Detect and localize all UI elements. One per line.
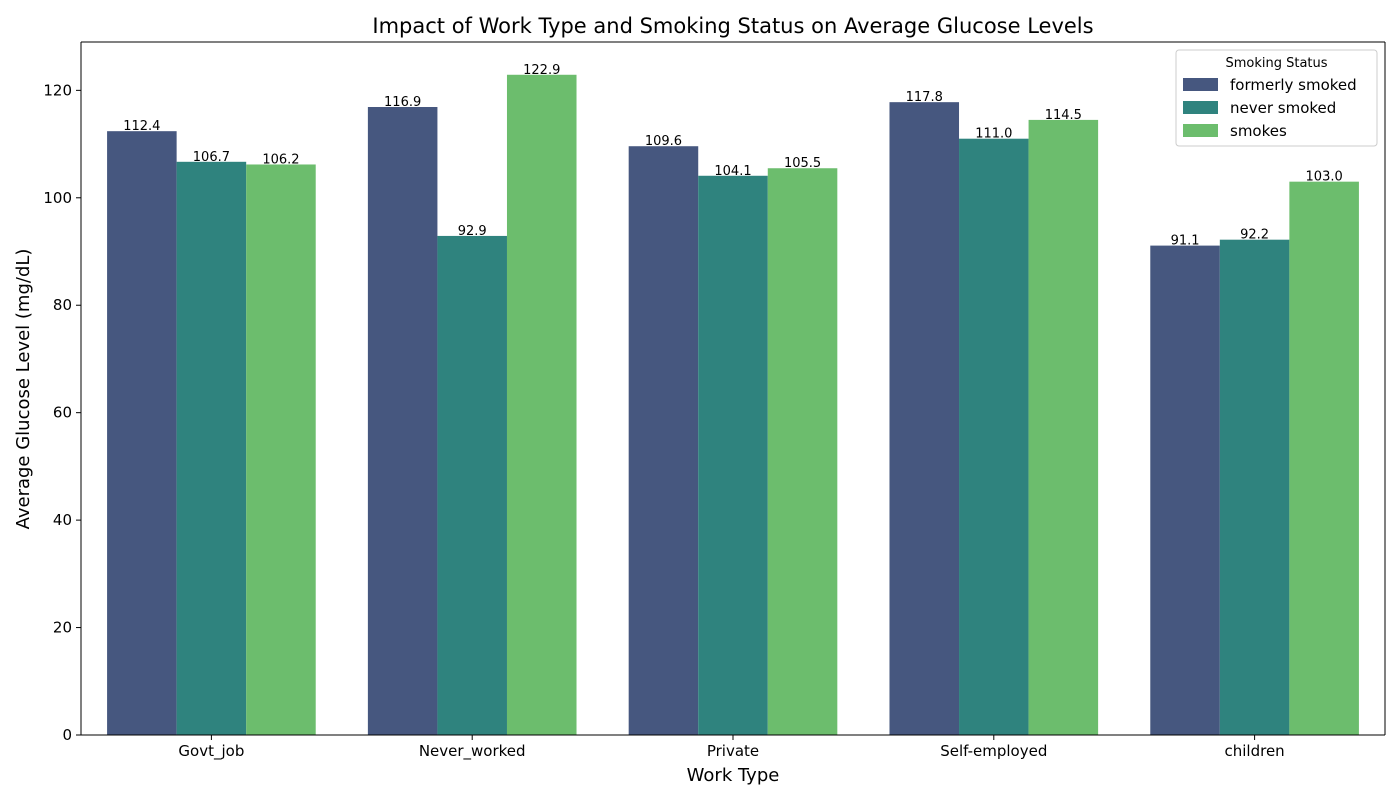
y-tick-label: 80 [53, 296, 72, 314]
y-tick-label: 0 [62, 726, 72, 744]
bar [628, 146, 699, 736]
x-tick-label: Never_worked [419, 742, 526, 761]
legend-swatch [1183, 124, 1218, 137]
bar-value-label: 122.9 [523, 63, 560, 78]
bar-value-label: 111.0 [975, 127, 1012, 142]
legend: Smoking Status formerly smoked never smoke… [1175, 49, 1378, 147]
bar-value-label: 114.5 [1045, 108, 1082, 123]
legend-swatch [1183, 101, 1218, 114]
y-tick-label: 100 [43, 189, 72, 207]
bar-value-label: 112.4 [123, 119, 160, 134]
bar [959, 138, 1029, 735]
bar-value-label: 103.0 [1306, 170, 1343, 185]
x-axis-label: Work Type [687, 765, 780, 786]
bar [1289, 181, 1359, 736]
bar-value-label: 104.1 [714, 164, 751, 179]
y-tick-label: 120 [43, 81, 72, 99]
legend-title: Smoking Status [1225, 56, 1327, 71]
x-tick-label: children [1225, 742, 1285, 760]
bar [1028, 119, 1099, 735]
y-tick-label: 40 [53, 511, 72, 529]
plot-area: 112.4 116.9 109.6 117.8 91.1 106.7 92.9 104.1 11… [43, 41, 1386, 761]
bar-value-label: 116.9 [384, 95, 421, 110]
bar [1219, 239, 1290, 735]
bar [767, 168, 838, 736]
x-tick-label: Private [707, 742, 759, 760]
y-tick-label: 60 [53, 404, 72, 422]
bar [246, 164, 316, 736]
legend-item-label: never smoked [1230, 99, 1336, 117]
bar-value-label: 117.8 [906, 90, 943, 105]
x-tick-label: Govt_job [178, 742, 244, 761]
legend-swatch [1183, 78, 1218, 91]
bar-value-label: 91.1 [1171, 234, 1200, 249]
y-tick-label: 20 [53, 619, 72, 637]
bar-value-label: 92.2 [1240, 228, 1269, 243]
legend-item-label: formerly smoked [1230, 76, 1357, 94]
bar [1150, 245, 1220, 735]
bar [367, 107, 438, 735]
bar [889, 102, 960, 736]
bar-value-label: 106.7 [193, 150, 230, 165]
chart-title: Impact of Work Type and Smoking Status o… [372, 14, 1093, 38]
bar-value-label: 105.5 [784, 156, 821, 171]
bar [437, 235, 507, 735]
bar-value-label: 109.6 [645, 134, 682, 149]
legend-frame [1175, 49, 1378, 147]
y-axis-label: Average Glucose Level (mg/dL) [13, 249, 34, 530]
bar [176, 161, 247, 736]
bar-value-label: 92.9 [458, 224, 487, 239]
x-tick-label: Self-employed [940, 742, 1047, 760]
bar [506, 74, 577, 735]
bar-value-label: 106.2 [262, 152, 299, 167]
legend-item-label: smokes [1230, 122, 1287, 140]
bar [698, 175, 768, 735]
bar [107, 131, 177, 735]
